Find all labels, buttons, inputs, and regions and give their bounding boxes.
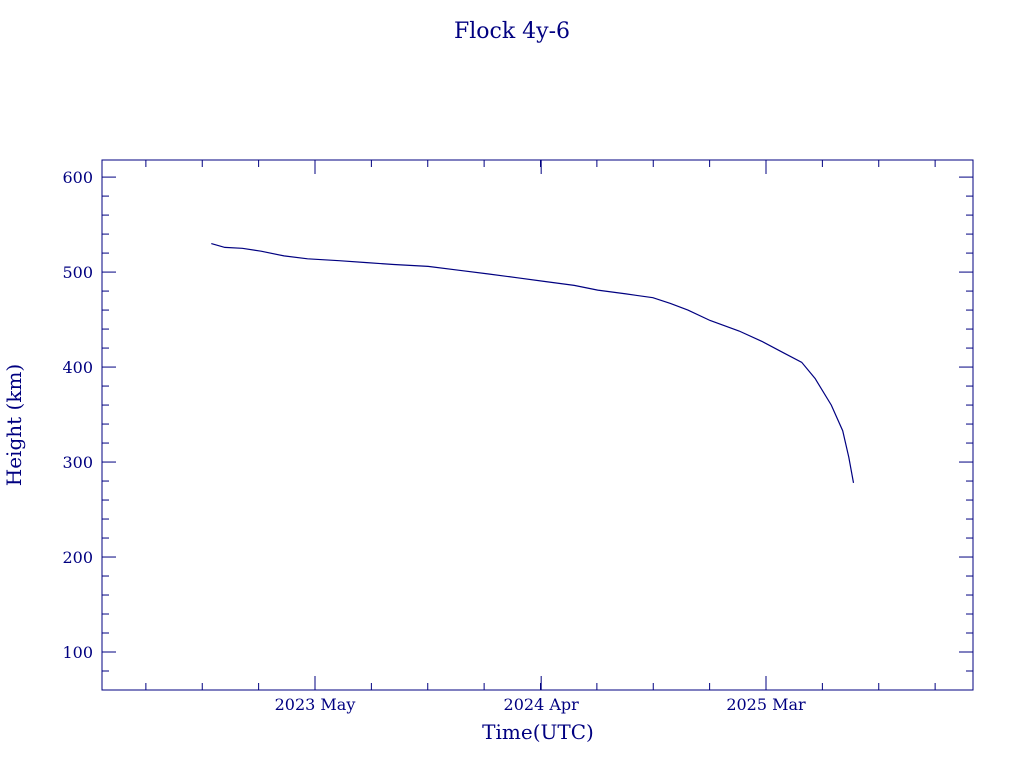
plot-frame <box>101 159 974 691</box>
x-tick-label: 2024 Apr <box>504 695 580 714</box>
y-tick-label: 600 <box>62 168 93 187</box>
chart-title: Flock 4y-6 <box>454 19 570 44</box>
x-axis-label: Time(UTC) <box>482 720 594 744</box>
y-tick-label: 500 <box>62 263 93 282</box>
axis-tick-labels: 100 200 300 400 500 600 2023 May 2024 Apr 2025 M… <box>62 168 806 714</box>
x-tick-label: 2025 Mar <box>726 695 806 714</box>
y-tick-label: 300 <box>62 453 93 472</box>
y-tick-label: 100 <box>62 643 93 662</box>
y-tick-label: 200 <box>62 548 93 567</box>
axis-ticks <box>102 160 973 690</box>
series-line-height <box>211 243 855 484</box>
y-tick-label: 400 <box>62 358 93 377</box>
y-axis-label: Height (km) <box>2 364 26 486</box>
x-tick-label: 2023 May <box>275 695 356 714</box>
